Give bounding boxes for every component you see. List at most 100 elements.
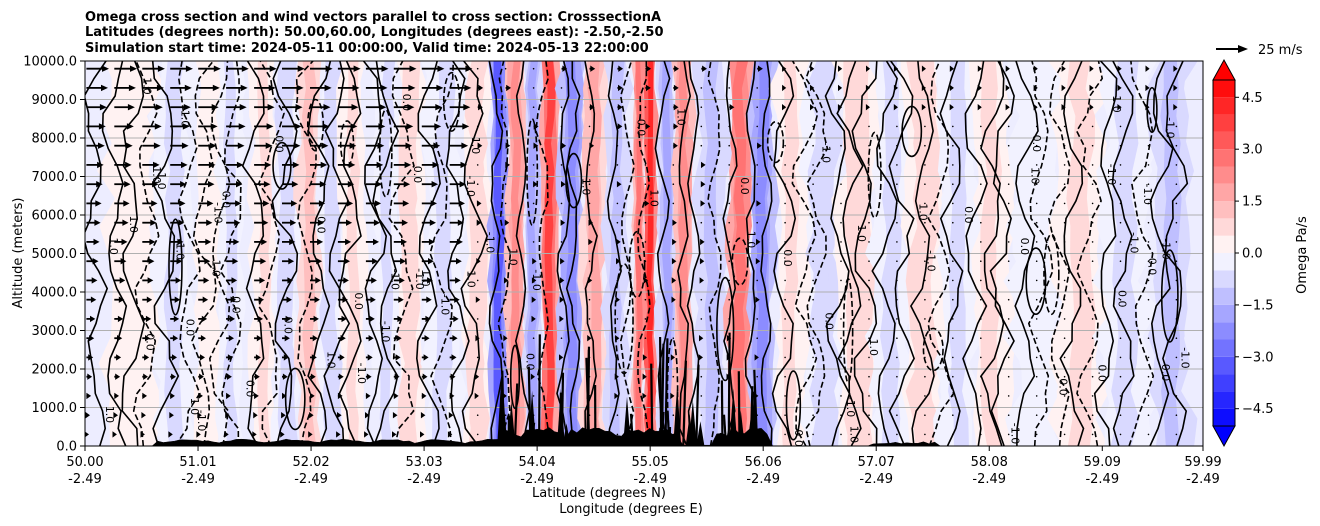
wind-vector — [282, 219, 297, 226]
wind-vector — [421, 315, 431, 323]
wind-vector-head — [754, 354, 759, 361]
wind-vector-head — [260, 258, 267, 265]
y-tick-label: 1000.0 — [32, 401, 78, 416]
contour-zero — [323, 61, 351, 446]
wind-vector-head — [588, 219, 593, 226]
wind-vector — [170, 84, 192, 92]
wind-vector — [1033, 104, 1038, 111]
wind-vector — [476, 67, 479, 70]
wind-vector — [1147, 298, 1150, 301]
wind-vector-head — [176, 258, 183, 265]
wind-vector-head — [698, 354, 703, 361]
wind-vector — [952, 433, 954, 436]
colorbar-segment — [1213, 304, 1235, 323]
wind-vector-head — [428, 238, 435, 246]
wind-vector — [921, 65, 926, 72]
wind-vector — [812, 318, 814, 320]
wind-vector — [924, 164, 926, 166]
wind-vector — [1061, 104, 1066, 111]
wind-vector — [254, 354, 261, 361]
wind-vector-head — [406, 123, 414, 130]
wind-vector — [1063, 356, 1066, 359]
wind-vector-head — [143, 373, 148, 380]
wind-vector-head — [323, 104, 331, 111]
wind-vector — [980, 375, 982, 378]
wind-vector — [365, 277, 377, 284]
wind-vector-head — [450, 373, 456, 380]
wind-vector — [952, 337, 954, 340]
wind-vector — [226, 104, 247, 111]
wind-vector-head — [673, 104, 679, 111]
wind-vector-head — [433, 142, 441, 149]
wind-vector — [924, 279, 926, 282]
y-tick-label: 5000.0 — [32, 247, 78, 262]
wind-vector — [952, 414, 954, 417]
wind-vector — [980, 202, 982, 205]
contour-label: 1.0 — [103, 406, 116, 424]
wind-vector — [644, 241, 647, 243]
wind-vector-head — [210, 123, 218, 130]
contour-label: -1.0 — [438, 294, 451, 315]
wind-vector — [1007, 298, 1010, 301]
wind-vector — [1091, 279, 1094, 282]
wind-vector — [1091, 164, 1094, 166]
wind-vector-head — [782, 65, 787, 72]
wind-vector — [140, 431, 145, 438]
wind-vector — [1175, 356, 1178, 359]
wind-vector — [86, 161, 104, 169]
wind-vector — [644, 414, 647, 417]
wind-vector-head — [476, 219, 482, 226]
wind-vector — [644, 106, 647, 108]
wind-vector-head — [642, 373, 647, 380]
y-axis-label: Altitude (meters) — [11, 198, 26, 309]
wind-vector — [114, 315, 124, 323]
wind-vector — [254, 373, 260, 380]
wind-vector-head — [810, 84, 815, 92]
wind-vector — [310, 219, 325, 226]
wind-vector — [700, 395, 703, 397]
wind-vector — [169, 412, 174, 419]
wind-vector-head — [294, 123, 302, 130]
wind-vector — [1119, 279, 1122, 282]
wind-vector — [812, 337, 814, 340]
wind-vector — [1145, 104, 1150, 111]
wind-vector — [784, 144, 786, 147]
wind-vector — [226, 238, 240, 246]
wind-vector — [728, 144, 730, 147]
wind-vector-head — [178, 219, 185, 226]
wind-vector — [673, 65, 679, 72]
wind-vector — [868, 183, 870, 185]
contour-label: 1.0 — [867, 339, 880, 357]
wind-vector — [589, 104, 595, 111]
wind-vector — [1007, 144, 1010, 147]
wind-vector — [532, 258, 537, 265]
wind-vector-head — [259, 277, 266, 284]
wind-vector-head — [559, 354, 564, 361]
wind-vector-head — [461, 142, 469, 149]
wind-vector — [532, 164, 535, 166]
wind-vector — [952, 125, 954, 128]
contour-loop — [526, 117, 539, 226]
title-line-3: Simulation start time: 2024-05-11 00:00:… — [85, 41, 649, 56]
wind-vector-head — [430, 200, 437, 207]
wind-vector — [226, 219, 241, 226]
wind-vector-head — [153, 161, 160, 169]
wind-vector — [560, 125, 563, 128]
wind-vector-head — [463, 104, 471, 111]
wind-vector — [756, 200, 761, 207]
wind-vector-head — [1089, 65, 1094, 72]
wind-vector-head — [142, 392, 147, 400]
wind-vector — [254, 392, 259, 400]
wind-vector — [393, 335, 402, 342]
wind-vector-head — [280, 431, 285, 438]
wind-vector — [840, 298, 842, 301]
wind-vector-head — [181, 161, 188, 169]
wind-vector — [476, 125, 479, 128]
wind-vector — [812, 241, 814, 243]
wind-vector-head — [533, 123, 539, 130]
wind-vector-head — [367, 354, 373, 361]
wind-vector — [533, 142, 539, 149]
wind-vector — [921, 84, 926, 92]
wind-vector — [949, 65, 954, 72]
wind-vector-head — [671, 296, 676, 303]
